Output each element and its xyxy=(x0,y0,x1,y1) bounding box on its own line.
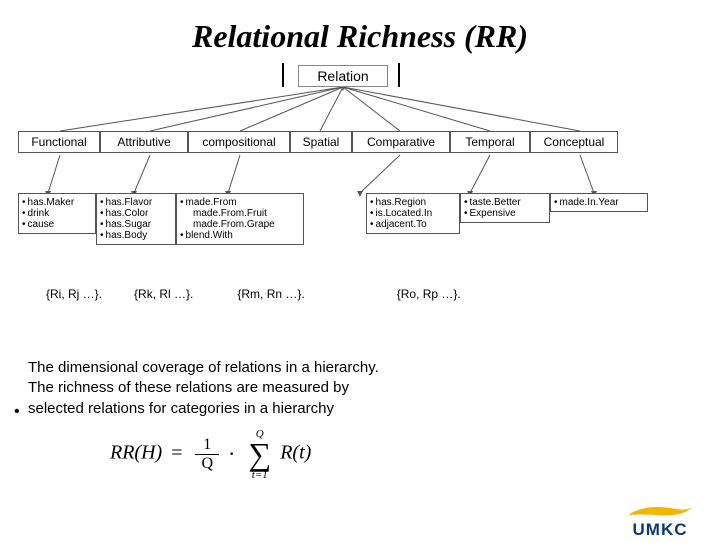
frac-num: 1 xyxy=(195,436,219,455)
relation-item: taste.Better xyxy=(463,197,545,208)
relation-item: blend.With xyxy=(179,230,299,241)
formula: RR(H) = 1 Q · Q ∑ t=1 R(t) xyxy=(110,436,311,472)
relation-item: has.Region xyxy=(369,197,455,208)
root-node: Relation xyxy=(298,65,388,87)
root-bar-left xyxy=(282,63,284,87)
relation-item: Expensive xyxy=(463,208,545,219)
relation-item: made.From xyxy=(179,197,299,208)
relation-item: has.Flavor xyxy=(99,197,171,208)
relation-item: has.Body xyxy=(99,230,171,241)
hierarchy-diagram: Relation FunctionalAttributivecompositio… xyxy=(0,63,720,323)
frac-den: Q xyxy=(195,455,219,473)
relation-box: has.Flavorhas.Colorhas.Sugarhas.Body xyxy=(96,193,176,245)
relation-item: has.Color xyxy=(99,208,171,219)
relation-row: has.Makerdrinkcausehas.Flavorhas.Colorha… xyxy=(18,193,702,245)
relation-item: adjacent.To xyxy=(369,219,455,230)
relation-item: made.From.Fruit xyxy=(179,208,299,219)
set-label: {Rm, Rn …}. xyxy=(237,287,304,301)
page-title: Relational Richness (RR) xyxy=(0,18,720,55)
relation-box: taste.BetterExpensive xyxy=(460,193,550,223)
desc-line-3: selected relations for categories in a h… xyxy=(28,399,379,419)
category-box: Comparative xyxy=(352,131,450,153)
relation-item: has.Sugar xyxy=(99,219,171,230)
formula-sigma: Q ∑ t=1 xyxy=(248,438,271,471)
desc-line-1: The dimensional coverage of relations in… xyxy=(28,358,379,378)
sigma-top: Q xyxy=(256,428,264,440)
logo-swoosh-icon xyxy=(626,499,694,519)
set-label: {Rk, Rl …}. xyxy=(134,287,193,301)
description-block: The dimensional coverage of relations in… xyxy=(28,358,379,419)
category-box: compositional xyxy=(188,131,290,153)
formula-rhs: R(t) xyxy=(280,442,311,464)
category-row: FunctionalAttributivecompositionalSpatia… xyxy=(18,131,702,153)
set-label: {Ro, Rp …}. xyxy=(397,287,461,301)
set-label: {Ri, Rj …}. xyxy=(46,287,102,301)
umkc-logo: UMKC xyxy=(626,499,694,540)
relation-item: made.In.Year xyxy=(553,197,643,208)
formula-lhs: RR(H) xyxy=(110,442,162,464)
sigma-bot: t=1 xyxy=(252,469,268,481)
logo-text: UMKC xyxy=(626,520,694,540)
category-box: Temporal xyxy=(450,131,530,153)
formula-fraction: 1 Q xyxy=(195,436,219,472)
category-box: Attributive xyxy=(100,131,188,153)
category-box: Functional xyxy=(18,131,100,153)
category-box: Conceptual xyxy=(530,131,618,153)
root-bar-right xyxy=(398,63,400,87)
relation-box: has.Makerdrinkcause xyxy=(18,193,96,234)
relation-box: made.Frommade.From.Fruitmade.From.Grapeb… xyxy=(176,193,304,245)
relation-item: has.Maker xyxy=(21,197,91,208)
relation-box: has.Regionis.Located.Inadjacent.To xyxy=(366,193,460,234)
category-box: Spatial xyxy=(290,131,352,153)
relation-item: cause xyxy=(21,219,91,230)
relation-box: made.In.Year xyxy=(550,193,648,212)
relation-item: made.From.Grape xyxy=(179,219,299,230)
relation-item: drink xyxy=(21,208,91,219)
desc-line-2: The richness of these relations are meas… xyxy=(28,378,379,398)
sets-row: {Ri, Rj …}. {Rk, Rl …}. {Rm, Rn …}. {Ro, Rp… xyxy=(46,287,461,301)
relation-item: is.Located.In xyxy=(369,208,455,219)
